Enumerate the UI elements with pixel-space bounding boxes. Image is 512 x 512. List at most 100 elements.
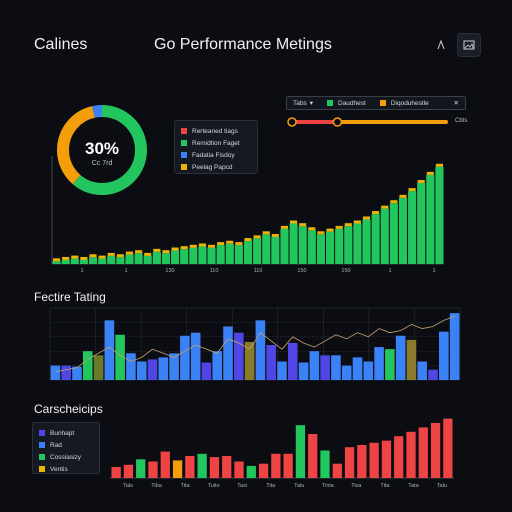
- legend-item[interactable]: Ventis: [39, 463, 93, 475]
- bar: [341, 365, 352, 380]
- bar-data-label: [62, 256, 70, 260]
- filter-option-label: Diqoduhestle: [390, 99, 429, 107]
- slider-track-left: [290, 120, 338, 124]
- filter-option-1[interactable]: Daudhest: [327, 100, 366, 107]
- bar: [266, 345, 276, 380]
- bar: [353, 223, 362, 264]
- bar: [148, 461, 158, 478]
- bar-data-label: [244, 238, 252, 242]
- bar-data-label: [317, 231, 325, 235]
- bar: [395, 335, 406, 380]
- bar-data-label: [280, 225, 289, 229]
- bar-data-label: [144, 252, 152, 256]
- bar-data-label: [381, 205, 389, 209]
- x-tick-label: 1: [124, 268, 127, 274]
- bar-data-label: [226, 240, 234, 244]
- bar: [171, 250, 180, 264]
- bar-data-label: [116, 254, 124, 258]
- close-icon[interactable]: ✕: [453, 100, 459, 107]
- bar: [190, 332, 201, 380]
- x-tick-label: 1: [432, 268, 435, 274]
- bar: [374, 347, 384, 380]
- x-tick-label: Tals: [123, 483, 133, 489]
- legend-swatch: [39, 454, 45, 460]
- bar: [289, 223, 298, 264]
- bar: [72, 366, 82, 380]
- bar: [197, 453, 207, 478]
- bar: [258, 463, 269, 478]
- bar: [408, 191, 417, 264]
- legend-item[interactable]: Rerteaned tiags: [181, 125, 251, 137]
- filter-option-2[interactable]: Diqoduhestle: [379, 99, 429, 107]
- bar: [70, 258, 79, 264]
- bar-data-label: [353, 220, 361, 224]
- donut-segment-orange: [57, 105, 147, 195]
- bar: [287, 342, 298, 380]
- legend-item[interactable]: Rad: [39, 439, 93, 451]
- bar: [295, 425, 306, 478]
- bar: [61, 365, 71, 380]
- bar: [198, 246, 207, 264]
- bar-data-label: [207, 244, 216, 248]
- bar: [136, 361, 147, 380]
- legend-swatch: [39, 430, 45, 436]
- bar-data-label: [390, 200, 398, 204]
- bar: [435, 166, 444, 264]
- bar-data-label: [125, 251, 134, 255]
- bar-data-label: [180, 246, 188, 250]
- bar-data-label: [253, 235, 261, 239]
- slider-start-handle: [287, 117, 297, 127]
- top-growth-chart: 1 1 130 110 110 150 150 1 1: [51, 156, 444, 274]
- bar-data-label: [362, 216, 371, 220]
- x-tick-label: Tata: [408, 483, 419, 489]
- bar: [320, 450, 330, 478]
- bar: [362, 219, 371, 264]
- bar-data-label: [98, 255, 106, 259]
- bar: [152, 251, 161, 264]
- x-tick-label: Tita: [380, 483, 390, 489]
- chart-icon-button[interactable]: [430, 34, 452, 56]
- range-slider[interactable]: [286, 115, 452, 129]
- bar: [369, 442, 379, 478]
- bar: [126, 353, 136, 380]
- bar: [160, 451, 170, 478]
- legend-swatch: [181, 164, 187, 170]
- bar: [417, 361, 428, 380]
- legend-item[interactable]: Fadatia Fisdoy: [181, 149, 251, 161]
- bar: [123, 464, 134, 478]
- bar-data-label: [153, 248, 161, 252]
- bar: [115, 334, 125, 380]
- legend-label: Bunhapt: [50, 429, 75, 437]
- bar-data-label: [235, 242, 243, 246]
- bar: [325, 231, 335, 264]
- bar: [185, 456, 195, 478]
- bar-data-label: [189, 244, 197, 248]
- legend-item[interactable]: Bunhapt: [39, 427, 93, 439]
- image-icon-button[interactable]: [457, 33, 481, 57]
- bar: [180, 249, 189, 264]
- legend-item[interactable]: Remidtion Faget: [181, 137, 251, 149]
- donut-sub-label: Cc 7rd: [91, 160, 113, 167]
- legend-swatch: [181, 128, 187, 134]
- bar-data-label: [80, 256, 88, 260]
- legend-item[interactable]: Cossiasizy: [39, 451, 93, 463]
- bar: [331, 355, 341, 380]
- page-title: Go Performance Metings: [154, 36, 332, 53]
- x-tick-label: 110: [210, 268, 219, 274]
- legend-label: Fadatia Fisdoy: [192, 151, 235, 159]
- trend-line: [55, 315, 455, 373]
- legend-item[interactable]: Peelag Papcd: [181, 161, 251, 173]
- bar: [243, 241, 253, 264]
- filter-tabs[interactable]: Tabs ▾: [293, 99, 313, 108]
- bar: [180, 335, 190, 380]
- bar: [82, 351, 93, 380]
- bar: [244, 341, 255, 380]
- bar-data-label: [344, 223, 352, 227]
- bar: [308, 434, 318, 478]
- x-tick-label: 1: [80, 268, 83, 274]
- donut-segment-blue: [57, 105, 147, 195]
- bar: [426, 174, 435, 264]
- bar: [298, 226, 307, 264]
- bar: [234, 461, 244, 478]
- bar: [316, 234, 325, 264]
